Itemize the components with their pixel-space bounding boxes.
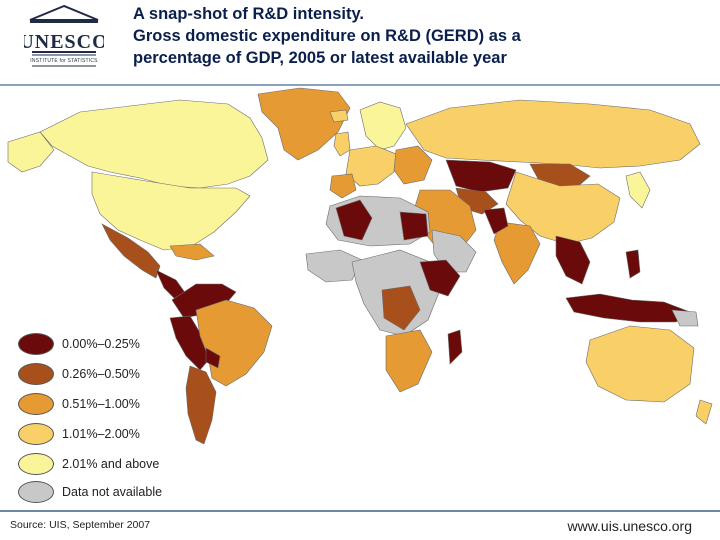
title-line-2: Gross domestic expenditure on R&D (GERD)… [133, 27, 521, 45]
legend-item-5: 2.01% and above [18, 453, 218, 475]
legend-label-3: 0.51%–1.00% [62, 397, 140, 411]
logo-subtitle: INSTITUTE for STATISTICS [30, 58, 98, 64]
usa-region [91, 171, 251, 251]
legend-label-1: 0.00%–0.25% [62, 337, 140, 351]
legend-swatch-2 [18, 363, 54, 385]
legend-item-6: Data not available [18, 481, 218, 503]
legend-label-4: 1.01%–2.00% [62, 427, 140, 441]
header: UNESCO INSTITUTE for STATISTICS A snap-s… [0, 0, 720, 86]
legend-label-2: 0.26%–0.50% [62, 367, 140, 381]
caribbean-region [169, 243, 215, 261]
legend-label-5: 2.01% and above [62, 457, 160, 471]
new-zealand-region [695, 399, 713, 425]
legend-label-6: Data not available [62, 485, 163, 499]
kazakhstan-region [445, 159, 517, 193]
footer-divider [0, 510, 720, 512]
algeria-region [335, 199, 373, 241]
uruguay-paraguay-region [205, 347, 221, 369]
pakistan-region [483, 207, 509, 235]
uk-region [333, 131, 351, 157]
legend-swatch-5 [18, 453, 54, 475]
east-africa-region [419, 259, 461, 297]
philippines-region [625, 249, 641, 279]
madagascar-region [447, 329, 463, 365]
source-text: Source: UIS, September 2007 [10, 519, 151, 531]
egypt-region [399, 211, 429, 241]
congo-region [381, 285, 421, 331]
title-line-1: A snap-shot of R&D intensity. [133, 5, 364, 23]
website-url[interactable]: www.uis.unesco.org [567, 518, 692, 534]
legend-item-4: 1.01%–2.00% [18, 423, 218, 445]
iceland-region [329, 109, 349, 123]
peru-bolivia-region [169, 315, 213, 371]
legend-item-2: 0.26%–0.50% [18, 363, 218, 385]
korea-japan-region [625, 171, 651, 209]
title-line-3: percentage of GDP, 2005 or latest availa… [133, 49, 507, 67]
legend-swatch-4 [18, 423, 54, 445]
unesco-logo-icon: UNESCO [24, 4, 104, 67]
papua-region [671, 309, 699, 327]
eastern-europe-region [393, 145, 433, 185]
alaska-region [7, 131, 55, 173]
greenland-region [257, 87, 351, 161]
argentina-chile-region [185, 365, 217, 445]
china-region [505, 171, 621, 245]
legend-swatch-3 [18, 393, 54, 415]
southern-africa-region [385, 329, 433, 393]
legend-item-1: 0.00%–0.25% [18, 333, 218, 355]
canada-region [39, 99, 269, 189]
russia-region [405, 99, 701, 169]
svg-text:UNESCO: UNESCO [24, 31, 104, 53]
india-region [493, 221, 541, 285]
mexico-region [101, 223, 161, 279]
legend-item-3: 0.51%–1.00% [18, 393, 218, 415]
indonesia-region [565, 293, 691, 323]
iberia-region [329, 173, 357, 199]
southeast-asia-region [555, 235, 591, 285]
page-title: A snap-shot of R&D intensity. Gross dome… [133, 3, 713, 69]
legend-swatch-6 [18, 481, 54, 503]
scandinavia-region [359, 101, 407, 151]
legend-swatch-1 [18, 333, 54, 355]
australia-region [585, 325, 695, 403]
world-map [7, 87, 713, 445]
west-africa-region [305, 249, 363, 283]
